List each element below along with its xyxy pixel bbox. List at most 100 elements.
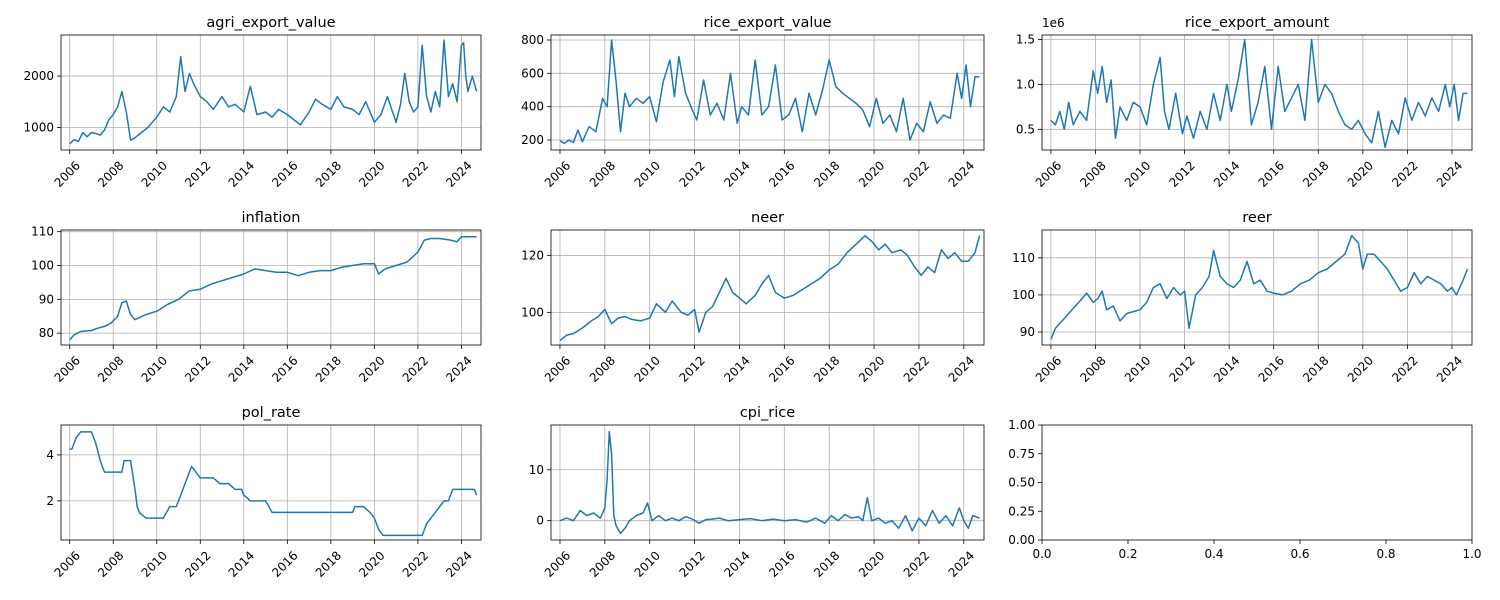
y-tick-label-2000: 2000 (23, 69, 54, 83)
series-line-rice_export_value (559, 39, 980, 145)
x-tick-label-2006: 2006 (1033, 158, 1064, 189)
x-tick-label-2020: 2020 (1345, 158, 1376, 189)
series-line-reer (1050, 234, 1469, 340)
subplot-3: 2006 2008 2010 2012 2014 2016 2018 2020 2022 2024… (31, 210, 482, 385)
x-tick-label-2008: 2008 (1077, 353, 1108, 384)
x-tick-label-2006: 2006 (542, 353, 573, 384)
x-tick-label-2006: 2006 (542, 158, 573, 189)
subplot-6: 2006 2008 2010 2012 2014 2016 2018 2020 2022 2024… (46, 405, 482, 580)
x-tick-label-2018: 2018 (811, 158, 842, 189)
x-tick-label-2022: 2022 (1389, 158, 1420, 189)
subplot-title-reer: reer (1242, 210, 1271, 226)
x-tick-label-2024: 2024 (443, 353, 474, 384)
subplot-4: 2006 2008 2010 2012 2014 2016 2018 2020 2022 2024… (521, 210, 985, 385)
x-tick-label-0.8: 0.8 (1376, 547, 1395, 561)
x-tick-label-2008: 2008 (587, 548, 618, 579)
x-tick-label-2008: 2008 (587, 158, 618, 189)
x-tick-label-2012: 2012 (676, 548, 707, 579)
x-tick-label-2018: 2018 (313, 353, 344, 384)
x-tick-label-2010: 2010 (139, 353, 170, 384)
y-tick-label-110: 110 (31, 225, 54, 239)
axes-frame (1041, 34, 1473, 151)
y-tick-label-110: 110 (1012, 251, 1035, 265)
x-tick-label-2022: 2022 (400, 158, 431, 189)
y-tick-label-4: 4 (46, 448, 54, 462)
x-tick-label-2016: 2016 (1256, 158, 1287, 189)
x-tick-label-2006: 2006 (52, 158, 83, 189)
subplot-1: 2006 2008 2010 2012 2014 2016 2018 2020 2022 2024… (521, 15, 985, 190)
y-tick-label-1.5: 1.5 (1016, 32, 1035, 46)
x-tick-label-2024: 2024 (443, 548, 474, 579)
x-tick-label-2018: 2018 (1300, 353, 1331, 384)
x-tick-label-2014: 2014 (226, 158, 257, 189)
x-tick-label-2020: 2020 (1345, 353, 1376, 384)
y-tick-label-10: 10 (529, 463, 544, 477)
x-tick-label-2008: 2008 (95, 158, 126, 189)
series-line-neer (559, 234, 981, 342)
x-tick-label-2020: 2020 (356, 548, 387, 579)
x-tick-label-2022: 2022 (901, 353, 932, 384)
x-tick-label-2010: 2010 (1122, 353, 1153, 384)
subplot-title-rice_export_value: rice_export_value (704, 15, 832, 31)
x-tick-label-2024: 2024 (1434, 353, 1465, 384)
y-tick-label-0.00: 0.00 (1008, 533, 1035, 547)
x-tick-label-2006: 2006 (52, 548, 83, 579)
subplot-title-inflation: inflation (241, 210, 300, 226)
x-tick-label-2014: 2014 (721, 353, 752, 384)
axes-frame (60, 424, 482, 541)
axes-frame (550, 229, 985, 346)
x-tick-label-2014: 2014 (721, 158, 752, 189)
y-tick-label-1000: 1000 (23, 120, 54, 134)
x-tick-label-2006: 2006 (1033, 353, 1064, 384)
x-tick-label-2020: 2020 (356, 353, 387, 384)
series-line-cpi_rice (559, 430, 980, 535)
subplot-title-rice_export_amount: rice_export_amount (1185, 15, 1330, 31)
x-tick-label-2012: 2012 (182, 353, 213, 384)
axis-offset-label: 1e6 (1042, 16, 1065, 30)
x-tick-label-2016: 2016 (766, 158, 797, 189)
x-tick-label-2016: 2016 (766, 353, 797, 384)
subplot-5: 2006 2008 2010 2012 2014 2016 2018 2020 2022 2024… (1012, 210, 1473, 385)
y-tick-label-0.5: 0.5 (1016, 122, 1035, 136)
y-tick-label-90: 90 (39, 292, 54, 306)
x-tick-label-1.0: 1.0 (1462, 547, 1481, 561)
x-tick-label-2010: 2010 (632, 548, 663, 579)
x-tick-label-2014: 2014 (226, 353, 257, 384)
subplot-2: 2006 2008 2010 2012 2014 2016 2018 2020 2022 2024… (1016, 15, 1473, 190)
x-tick-label-2022: 2022 (1389, 353, 1420, 384)
x-tick-label-2006: 2006 (52, 353, 83, 384)
x-tick-label-2024: 2024 (946, 353, 977, 384)
y-tick-label-0.25: 0.25 (1008, 504, 1035, 518)
y-tick-label-120: 120 (521, 249, 544, 263)
subplot-title-agri_export_value: agri_export_value (206, 15, 335, 31)
x-tick-label-2016: 2016 (1256, 353, 1287, 384)
x-tick-label-2020: 2020 (856, 548, 887, 579)
x-tick-label-2012: 2012 (676, 158, 707, 189)
subplot-8: 0.0 0.2 0.4 0.6 0.8 1.0 0.00 0.25 0.50 0.75 1.00 (1008, 418, 1481, 561)
x-tick-label-2016: 2016 (269, 158, 300, 189)
y-tick-label-800: 800 (521, 33, 544, 47)
y-tick-label-0.75: 0.75 (1008, 447, 1035, 461)
axes-frame (550, 34, 985, 151)
x-tick-label-2014: 2014 (226, 548, 257, 579)
x-tick-label-2010: 2010 (632, 353, 663, 384)
x-tick-label-2018: 2018 (1300, 158, 1331, 189)
x-tick-label-2018: 2018 (811, 353, 842, 384)
y-tick-label-100: 100 (521, 305, 544, 319)
x-tick-label-2022: 2022 (901, 158, 932, 189)
x-tick-label-2018: 2018 (313, 158, 344, 189)
y-tick-label-0: 0 (536, 514, 544, 528)
axes-frame (60, 229, 482, 346)
subplot-title-pol_rate: pol_rate (242, 405, 301, 421)
y-tick-label-0.50: 0.50 (1008, 476, 1035, 490)
x-tick-label-2014: 2014 (1211, 158, 1242, 189)
x-tick-label-2006: 2006 (542, 548, 573, 579)
x-tick-label-2018: 2018 (313, 548, 344, 579)
subplot-0: 2006 2008 2010 2012 2014 2016 2018 2020 2022 2024… (23, 15, 482, 190)
x-tick-label-2012: 2012 (182, 548, 213, 579)
y-tick-label-100: 100 (31, 259, 54, 273)
y-tick-label-1.00: 1.00 (1008, 418, 1035, 432)
y-tick-label-90: 90 (1020, 325, 1035, 339)
x-tick-label-2018: 2018 (811, 548, 842, 579)
